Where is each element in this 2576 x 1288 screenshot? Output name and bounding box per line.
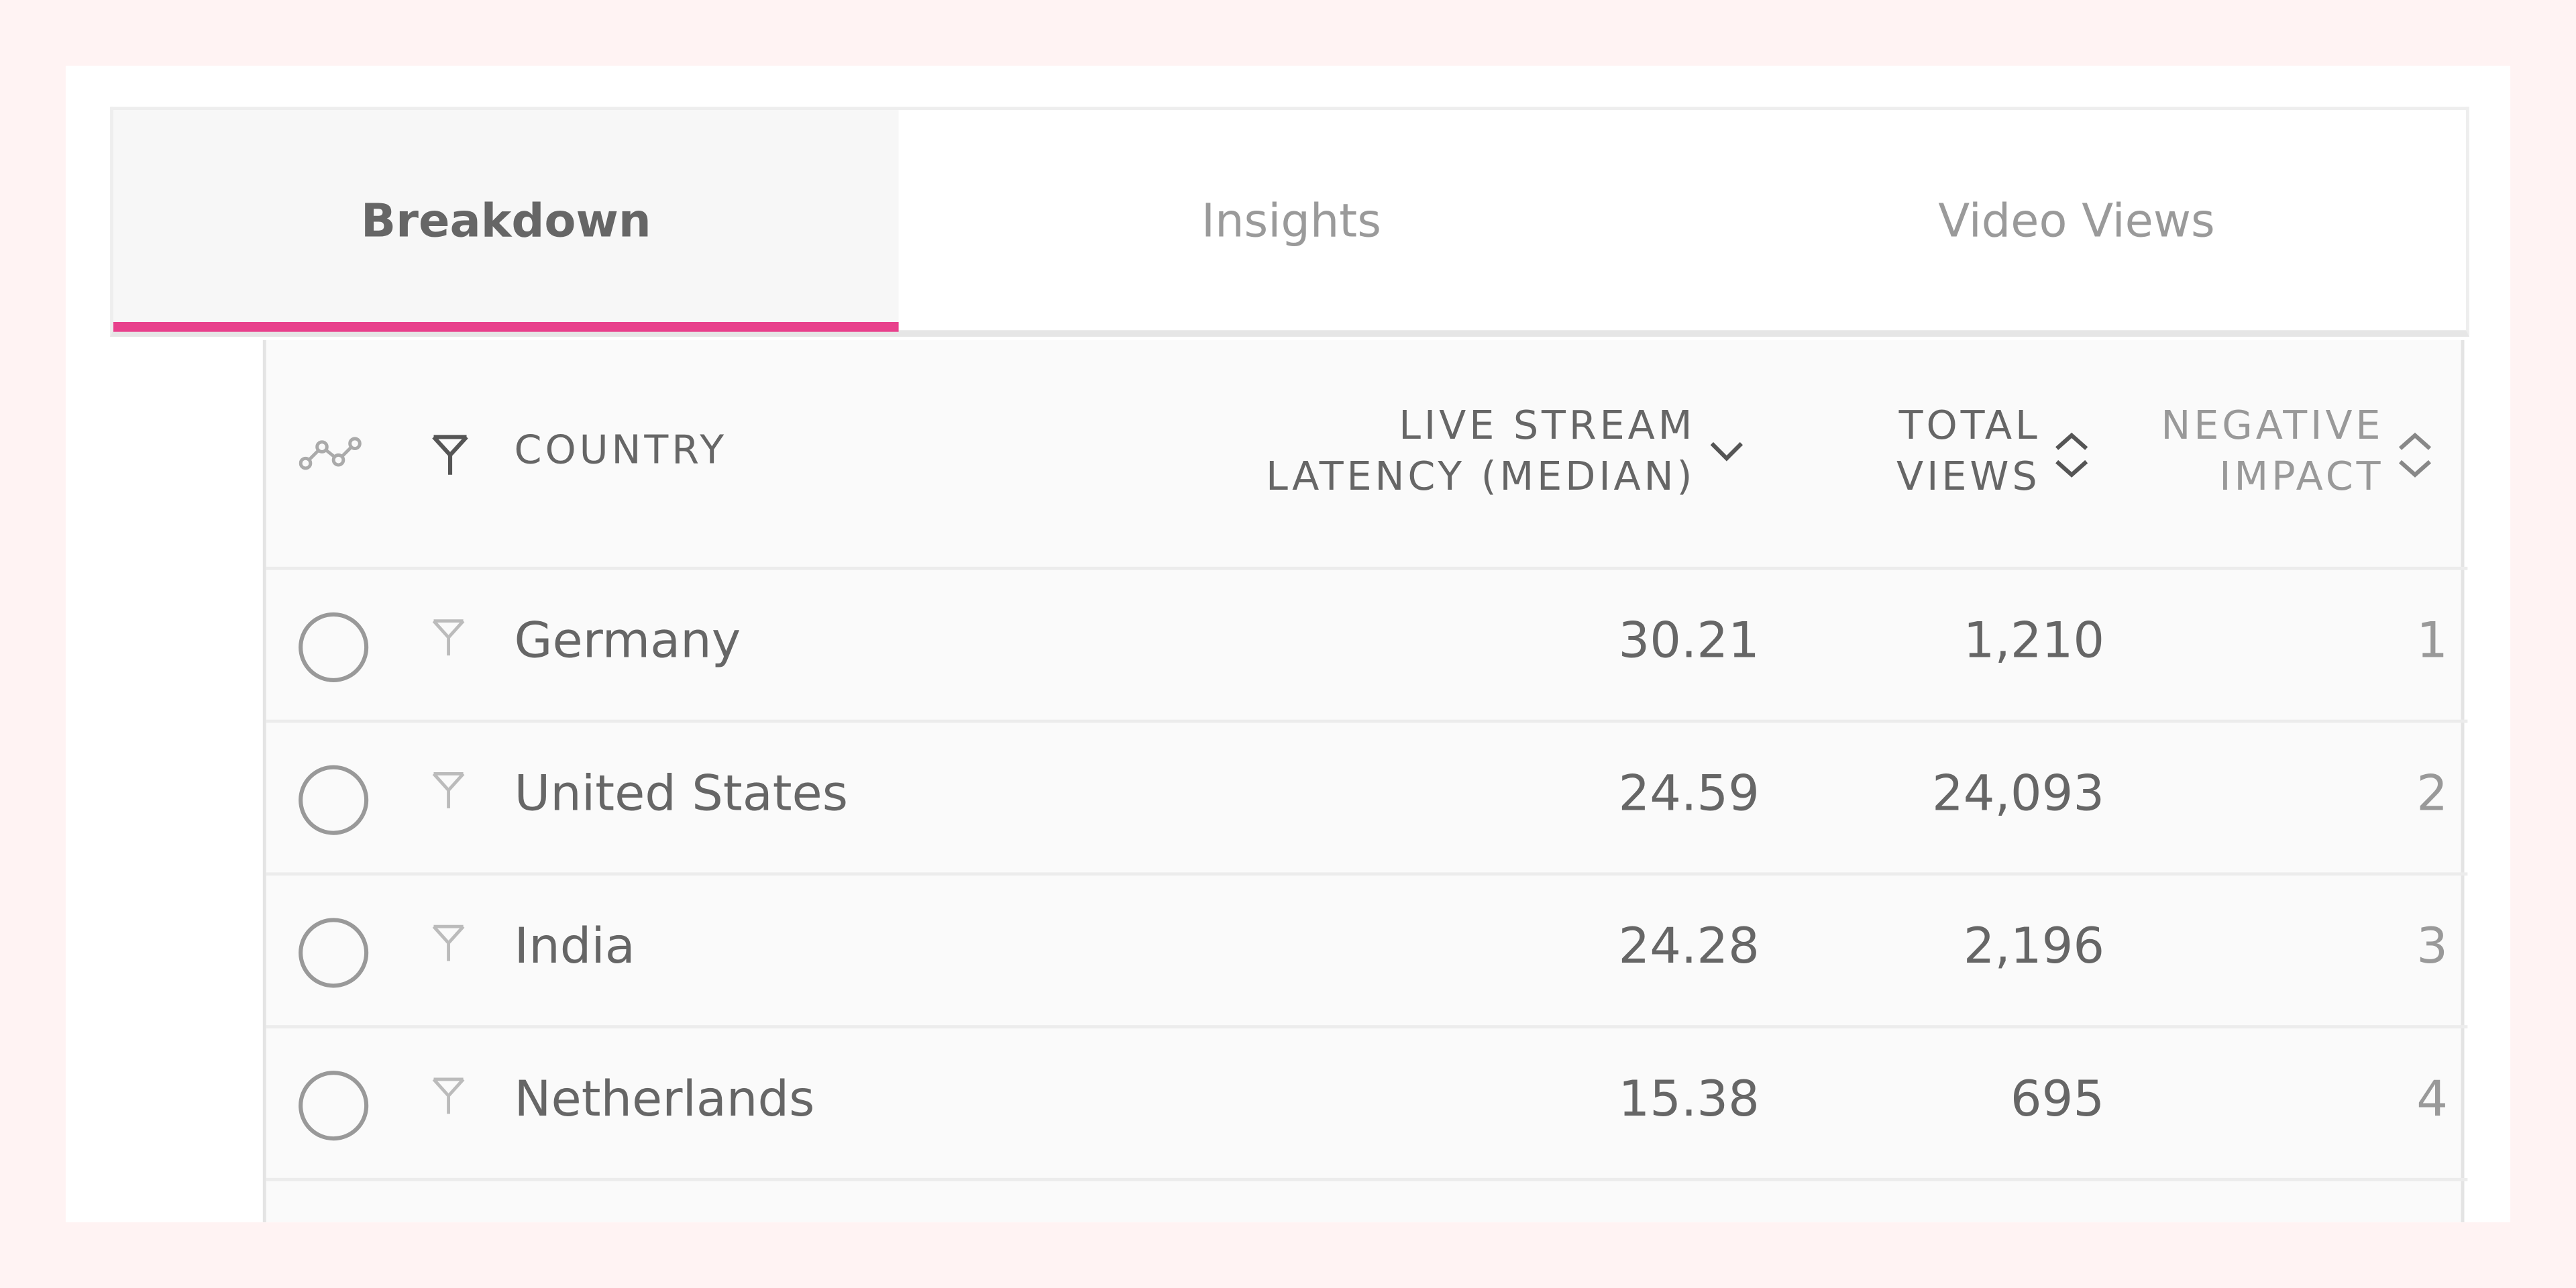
views-cell: 695 [2010, 1071, 2105, 1129]
row-select[interactable] [296, 915, 372, 991]
latency-cell: 24.59 [1618, 765, 1760, 823]
row-select[interactable] [296, 1068, 372, 1144]
panel: Breakdown Insights Video Views COUNTRY L… [65, 65, 2511, 1223]
row-filter-icon[interactable] [431, 769, 467, 812]
column-header[interactable]: COUNTRY [514, 427, 728, 474]
row-filter-icon[interactable] [431, 922, 467, 965]
views-cell: 1,210 [1963, 612, 2105, 671]
breakdown-table: COUNTRY LIVE STREAM LATENCY (MEDIAN) TOT… [262, 339, 2468, 1223]
sort-icon[interactable] [2397, 431, 2433, 480]
tab[interactable]: Insights [1201, 193, 1381, 248]
impact-cell: 2 [2416, 765, 2448, 823]
country-cell: Germany [514, 612, 741, 671]
row-filter-icon[interactable] [431, 1075, 467, 1118]
sort-desc-icon[interactable] [1709, 439, 1745, 465]
country-cell: Netherlands [514, 1071, 815, 1129]
active-tab-indicator [113, 322, 899, 332]
header-row: COUNTRY LIVE STREAM LATENCY (MEDIAN) TOT… [266, 340, 2468, 570]
country-cell: India [514, 918, 635, 976]
row-select[interactable] [296, 610, 372, 686]
sort-icon[interactable] [2053, 431, 2090, 480]
table-row: Germany 30.21 1,210 1 [266, 570, 2468, 723]
country-cell: United States [514, 765, 849, 823]
row-select[interactable] [296, 762, 372, 838]
impact-cell: 4 [2416, 1071, 2448, 1129]
impact-cell: 3 [2416, 918, 2448, 976]
column-header[interactable]: LIVE STREAM LATENCY (MEDIAN) [1266, 402, 1696, 500]
table-row: Netherlands 15.38 695 4 [266, 1028, 2468, 1181]
filter-icon[interactable] [431, 432, 470, 478]
column-header[interactable]: TOTAL VIEWS [1896, 402, 2041, 500]
latency-cell: 24.28 [1618, 918, 1760, 976]
table-row: India 24.28 2,196 3 [266, 875, 2468, 1029]
row-filter-icon[interactable] [431, 616, 467, 659]
views-cell: 2,196 [1963, 918, 2105, 976]
table-row: United States 24.59 24,093 2 [266, 723, 2468, 876]
tab[interactable]: Breakdown [113, 110, 899, 331]
latency-cell: 15.38 [1618, 1071, 1760, 1129]
tab[interactable]: Video Views [1938, 193, 2215, 248]
tab-bar: Breakdown Insights Video Views [110, 107, 2469, 337]
views-cell: 24,093 [1932, 765, 2105, 823]
latency-cell: 30.21 [1618, 612, 1760, 671]
column-header[interactable]: NEGATIVE IMPACT [2161, 402, 2384, 500]
chart-toggle-icon[interactable] [299, 431, 365, 480]
impact-cell: 1 [2416, 612, 2448, 671]
